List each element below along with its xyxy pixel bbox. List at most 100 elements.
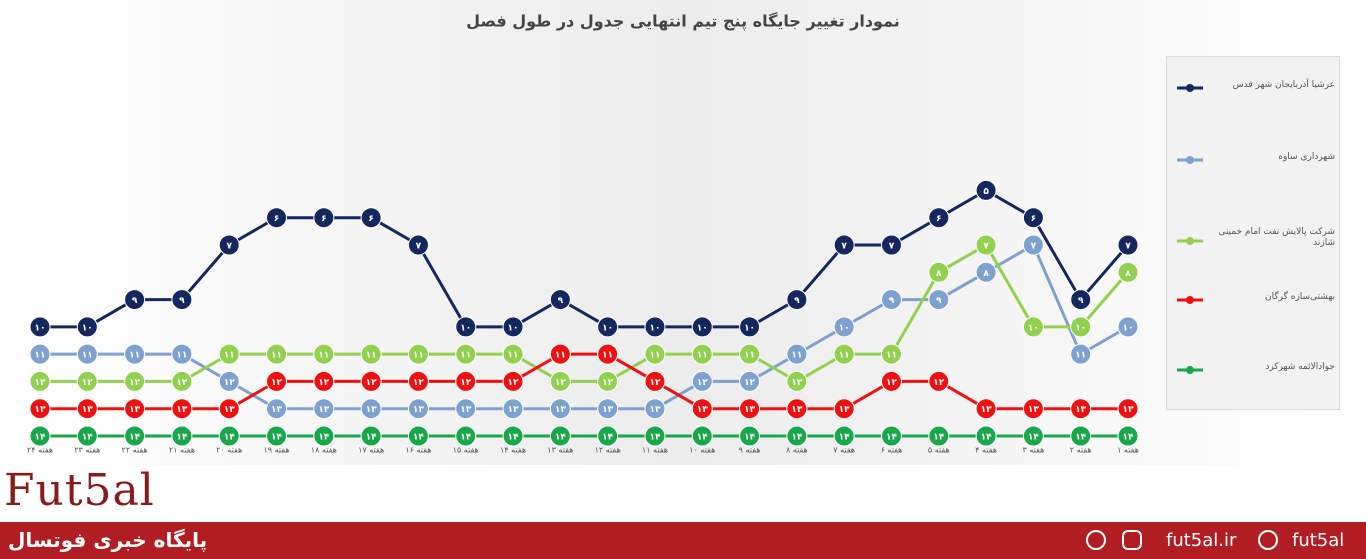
x-tick-label: هفته ۱۱ — [642, 446, 668, 455]
legend-marker — [1175, 232, 1205, 245]
handle[interactable]: fut5al — [1292, 530, 1345, 551]
data-label: ۱۱ — [460, 351, 471, 361]
data-point — [29, 398, 51, 420]
data-label: ۱۳ — [697, 405, 708, 415]
data-point — [266, 343, 288, 365]
data-label: ۹ — [558, 296, 564, 306]
data-point — [407, 234, 429, 256]
data-label: ۱۰ — [1123, 323, 1134, 333]
legend-marker — [1175, 79, 1205, 92]
data-label: ۱۰ — [744, 323, 755, 333]
data-label: ۱۱ — [508, 351, 519, 361]
data-label: ۱۰ — [839, 323, 850, 333]
data-label: ۱۲ — [649, 378, 660, 388]
data-point — [1022, 316, 1044, 338]
data-point — [266, 207, 288, 229]
x-tick-label: هفته ۱۹ — [263, 446, 289, 455]
data-point — [218, 370, 240, 392]
data-label: ۱۴ — [413, 433, 424, 443]
x-tick-label: هفته ۱۲ — [595, 446, 621, 455]
web-icon[interactable] — [1086, 530, 1106, 550]
data-label: ۱۰ — [1028, 323, 1039, 333]
data-label: ۱۳ — [82, 405, 93, 415]
data-label: ۷ — [889, 242, 895, 252]
data-label: ۶ — [368, 214, 374, 224]
data-point — [597, 316, 619, 338]
legend-item: بهشتی‌سازه گرگان — [1175, 291, 1335, 304]
data-point — [313, 370, 335, 392]
data-point — [597, 425, 619, 447]
data-point — [313, 425, 335, 447]
data-label: ۱۳ — [981, 405, 992, 415]
data-point — [502, 370, 524, 392]
data-label: ۱۴ — [981, 433, 992, 443]
data-point — [928, 261, 950, 283]
data-label: ۱۲ — [129, 378, 140, 388]
data-label: ۱۴ — [318, 433, 329, 443]
data-label: ۱۲ — [82, 378, 93, 388]
data-point — [360, 343, 382, 365]
x-tick-label: هفته ۵ — [928, 446, 950, 455]
chart: نمودار تغییر جایگاه پنج تیم انتهایی جدول… — [0, 0, 1366, 465]
data-point — [786, 370, 808, 392]
data-point — [29, 343, 51, 365]
data-point — [786, 343, 808, 365]
data-point — [1117, 425, 1139, 447]
x-tick-label: هفته ۲ — [1070, 446, 1092, 455]
data-point — [29, 316, 51, 338]
data-label: ۱۳ — [791, 405, 802, 415]
legend-marker — [1175, 291, 1205, 304]
legend-swatch — [1177, 84, 1203, 92]
data-point — [1117, 234, 1139, 256]
data-point — [880, 370, 902, 392]
data-point — [739, 398, 761, 420]
data-label: ۸ — [1125, 269, 1131, 279]
data-label: ۱۲ — [366, 378, 377, 388]
data-point — [1022, 207, 1044, 229]
data-label: ۱۴ — [176, 433, 187, 443]
site-link[interactable]: fut5al.ir — [1166, 530, 1237, 551]
data-label: ۱۴ — [35, 433, 46, 443]
data-label: ۱۱ — [318, 351, 329, 361]
telegram-icon[interactable] — [1258, 530, 1278, 550]
data-label: ۱۲ — [744, 378, 755, 388]
data-point — [928, 207, 950, 229]
data-point — [739, 425, 761, 447]
data-point — [171, 343, 193, 365]
data-label: ۱۴ — [933, 433, 944, 443]
x-tick-label: هفته ۲۰ — [216, 446, 242, 455]
data-label: ۱۰ — [649, 323, 660, 333]
legend-item: عرشیا آذربایجان شهر قدس — [1175, 79, 1335, 92]
chart-title: نمودار تغییر جایگاه پنج تیم انتهایی جدول… — [466, 12, 900, 32]
data-label: ۹ — [1078, 296, 1084, 306]
data-label: ۱۲ — [791, 378, 802, 388]
data-point — [691, 398, 713, 420]
data-point — [691, 425, 713, 447]
data-label: ۱۰ — [602, 323, 613, 333]
data-point — [644, 425, 666, 447]
data-label: ۱۳ — [744, 405, 755, 415]
data-label: ۱۳ — [555, 405, 566, 415]
data-label: ۱۴ — [82, 433, 93, 443]
data-label: ۱۴ — [555, 433, 566, 443]
x-tick-label: هفته ۱۴ — [500, 446, 526, 455]
instagram-icon[interactable] — [1122, 530, 1142, 550]
data-label: ۱۲ — [318, 378, 329, 388]
x-tick-label: هفته ۷ — [833, 446, 855, 455]
data-point — [1117, 316, 1139, 338]
data-point — [313, 207, 335, 229]
x-tick-label: هفته ۱۷ — [358, 446, 384, 455]
data-label: ۶ — [321, 214, 327, 224]
data-label: ۱۱ — [744, 351, 755, 361]
data-label: ۱۲ — [176, 378, 187, 388]
data-point — [833, 425, 855, 447]
data-label: ۱۱ — [791, 351, 802, 361]
data-point — [1022, 398, 1044, 420]
logo: Fut5al — [4, 465, 155, 516]
data-label: ۱۲ — [35, 378, 46, 388]
data-point — [360, 370, 382, 392]
banner-title: پایگاه خبری فوتسال — [8, 528, 208, 552]
data-point — [739, 343, 761, 365]
legend-label: جوادالائمه شهرکرد — [1265, 361, 1335, 372]
legend-swatch — [1177, 296, 1203, 304]
